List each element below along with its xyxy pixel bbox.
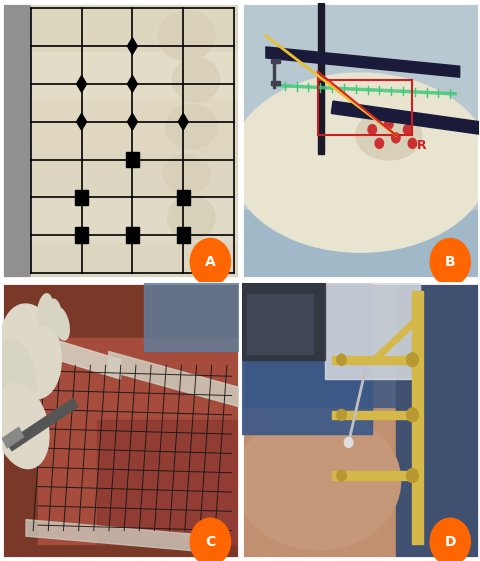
Text: C: C	[205, 535, 215, 549]
Circle shape	[403, 125, 411, 135]
Circle shape	[336, 354, 346, 365]
Polygon shape	[26, 519, 215, 553]
Ellipse shape	[54, 308, 69, 340]
Polygon shape	[127, 113, 137, 130]
Bar	[31, 149, 238, 196]
Bar	[75, 227, 88, 243]
Bar	[97, 420, 238, 544]
Polygon shape	[76, 76, 86, 92]
Circle shape	[336, 470, 346, 481]
Bar	[31, 99, 238, 149]
Circle shape	[429, 238, 469, 286]
Bar	[242, 283, 372, 434]
Ellipse shape	[47, 299, 61, 332]
Circle shape	[367, 125, 376, 135]
Bar	[395, 283, 478, 558]
Circle shape	[190, 238, 230, 286]
Circle shape	[336, 410, 346, 420]
Polygon shape	[127, 38, 137, 54]
Bar	[125, 152, 139, 167]
Bar	[31, 196, 238, 242]
Bar	[317, 3, 323, 154]
Bar	[331, 411, 421, 419]
Circle shape	[344, 438, 352, 447]
Bar	[411, 291, 422, 544]
Circle shape	[384, 119, 392, 129]
Bar	[144, 283, 238, 352]
Ellipse shape	[165, 105, 217, 149]
Ellipse shape	[230, 73, 480, 252]
Bar	[242, 283, 395, 407]
Ellipse shape	[235, 412, 400, 550]
Bar	[176, 227, 190, 243]
Bar	[176, 190, 190, 205]
Polygon shape	[127, 76, 137, 92]
Bar	[125, 227, 139, 243]
Bar	[242, 407, 395, 558]
Bar	[331, 356, 421, 364]
Bar	[38, 338, 238, 544]
Ellipse shape	[355, 111, 421, 160]
Polygon shape	[76, 113, 86, 130]
Ellipse shape	[0, 341, 36, 417]
Circle shape	[391, 133, 399, 143]
Bar	[2, 427, 24, 448]
Ellipse shape	[37, 294, 52, 327]
Bar	[242, 209, 478, 278]
Bar	[31, 52, 238, 99]
Ellipse shape	[172, 58, 219, 102]
Bar	[331, 471, 421, 480]
Bar	[38, 338, 238, 544]
Bar	[324, 283, 419, 379]
Circle shape	[190, 518, 230, 561]
Bar	[270, 59, 279, 63]
Text: B: B	[444, 255, 455, 269]
Polygon shape	[265, 47, 459, 77]
Circle shape	[374, 139, 383, 148]
Bar	[75, 190, 88, 205]
Text: R: R	[416, 139, 426, 152]
Circle shape	[406, 353, 418, 367]
Bar	[31, 3, 238, 278]
Bar	[31, 242, 238, 278]
Bar	[247, 293, 312, 354]
Circle shape	[429, 518, 469, 561]
Bar	[2, 3, 31, 278]
Ellipse shape	[158, 11, 215, 61]
Bar	[331, 101, 480, 140]
Circle shape	[408, 139, 416, 148]
Bar	[242, 283, 324, 360]
Polygon shape	[7, 398, 78, 450]
Text: A: A	[204, 255, 216, 269]
Polygon shape	[108, 352, 238, 407]
Ellipse shape	[163, 154, 210, 193]
Bar	[31, 3, 238, 52]
Ellipse shape	[168, 196, 215, 240]
Circle shape	[406, 408, 418, 422]
Bar	[270, 81, 279, 85]
Ellipse shape	[0, 383, 49, 468]
Text: D: D	[444, 535, 455, 549]
Polygon shape	[178, 113, 188, 130]
Bar	[273, 61, 275, 88]
Circle shape	[406, 468, 418, 482]
Polygon shape	[2, 324, 120, 379]
Ellipse shape	[0, 304, 61, 399]
